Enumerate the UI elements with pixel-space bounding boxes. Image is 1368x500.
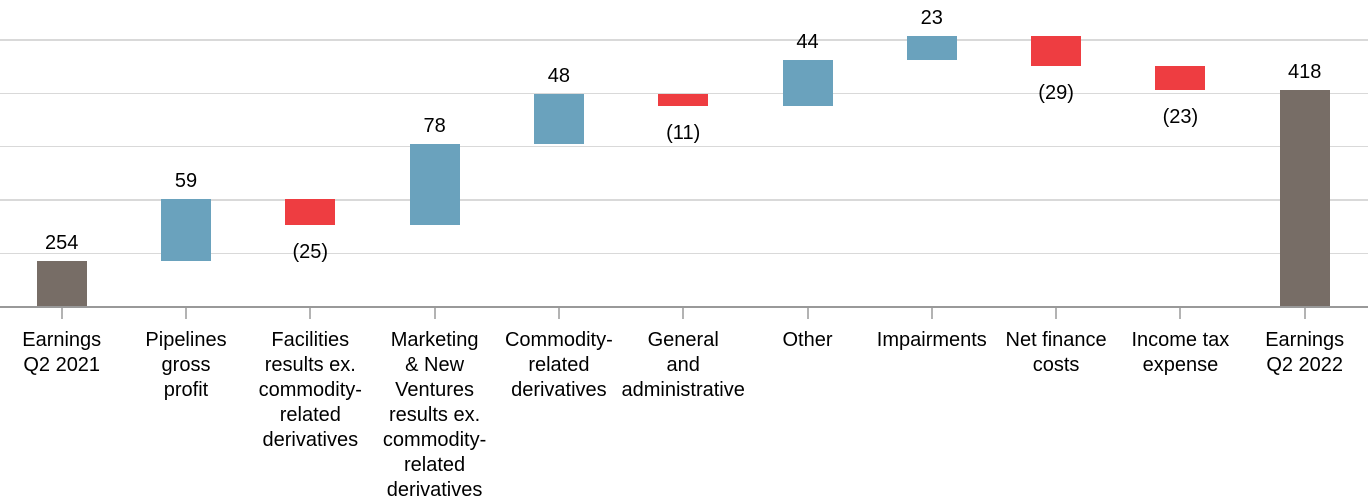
category-label-income-tax-expense: Income tax expense — [1131, 329, 1230, 376]
axis-tick-facilities-results-ex-commodity-related-derivatives — [309, 308, 312, 319]
axis-tick-earnings-q2-2022 — [1303, 308, 1306, 319]
category-label-facilities-results-ex-commodity-related-derivatives: Facilities results ex. commodity- relate… — [258, 329, 362, 451]
gridline — [0, 39, 1368, 41]
axis-tick-marketing-new-ventures-results-ex-commodity-related-derivatives — [433, 308, 436, 319]
gridline — [0, 252, 1368, 254]
category-label-net-finance-costs: Net finance costs — [1005, 329, 1107, 376]
gridline — [0, 145, 1368, 148]
axis-tick-other — [806, 308, 809, 319]
axis-tick-earnings-q2-2021 — [60, 308, 63, 319]
bar-other — [782, 60, 833, 106]
axis-tick-general-and-administrative — [682, 308, 685, 319]
category-label-earnings-q2-2022: Earnings Q2 2022 — [1265, 329, 1345, 376]
axis-tick-pipelines-gross-profit — [185, 308, 187, 319]
value-label-pipelines-gross-profit: 59 — [174, 170, 198, 193]
category-label-impairments: Impairments — [876, 329, 987, 351]
category-label-pipelines-gross-profit: Pipelines gross profit — [145, 329, 227, 401]
value-label-general-and-administrative: (11) — [666, 121, 701, 144]
bar-net-finance-costs — [1031, 36, 1082, 67]
value-label-net-finance-costs: (29) — [1038, 82, 1074, 105]
category-label-general-and-administrative: General and administrative — [621, 329, 745, 401]
bar-pipelines-gross-profit — [161, 199, 211, 261]
x-axis-line — [0, 306, 1368, 308]
category-label-marketing-new-ventures-results-ex-commodity-related-derivatives: Marketing & New Ventures results ex. com… — [382, 329, 487, 500]
bar-marketing-new-ventures-results-ex-commodity-related-derivatives — [409, 144, 460, 226]
value-label-earnings-q2-2021: 254 — [45, 231, 79, 254]
bar-income-tax-expense — [1155, 66, 1206, 91]
category-label-other: Other — [782, 329, 833, 351]
value-label-earnings-q2-2022: 418 — [1288, 61, 1322, 84]
value-label-commodity-related-derivatives: 48 — [547, 65, 571, 88]
axis-tick-income-tax-expense — [1179, 308, 1182, 319]
value-label-facilities-results-ex-commodity-related-derivatives: (25) — [292, 241, 329, 264]
bar-commodity-related-derivatives — [533, 94, 584, 145]
gridline — [0, 92, 1368, 95]
bar-impairments — [906, 36, 957, 60]
bar-earnings-q2-2022 — [1279, 90, 1330, 307]
bar-facilities-results-ex-commodity-related-derivatives — [285, 199, 336, 226]
value-label-other: 44 — [796, 31, 819, 54]
gridline — [0, 199, 1368, 201]
axis-tick-net-finance-costs — [1055, 308, 1058, 319]
value-label-marketing-new-ventures-results-ex-commodity-related-derivatives: 78 — [423, 115, 446, 138]
category-label-commodity-related-derivatives: Commodity- related derivatives — [504, 329, 613, 401]
bar-earnings-q2-2021 — [36, 260, 87, 307]
category-label-earnings-q2-2021: Earnings Q2 2021 — [22, 329, 102, 376]
axis-tick-commodity-related-derivatives — [557, 308, 560, 319]
value-label-impairments: 23 — [920, 7, 943, 30]
value-label-income-tax-expense: (23) — [1162, 106, 1199, 129]
axis-tick-impairments — [930, 308, 933, 319]
bar-general-and-administrative — [658, 94, 709, 106]
